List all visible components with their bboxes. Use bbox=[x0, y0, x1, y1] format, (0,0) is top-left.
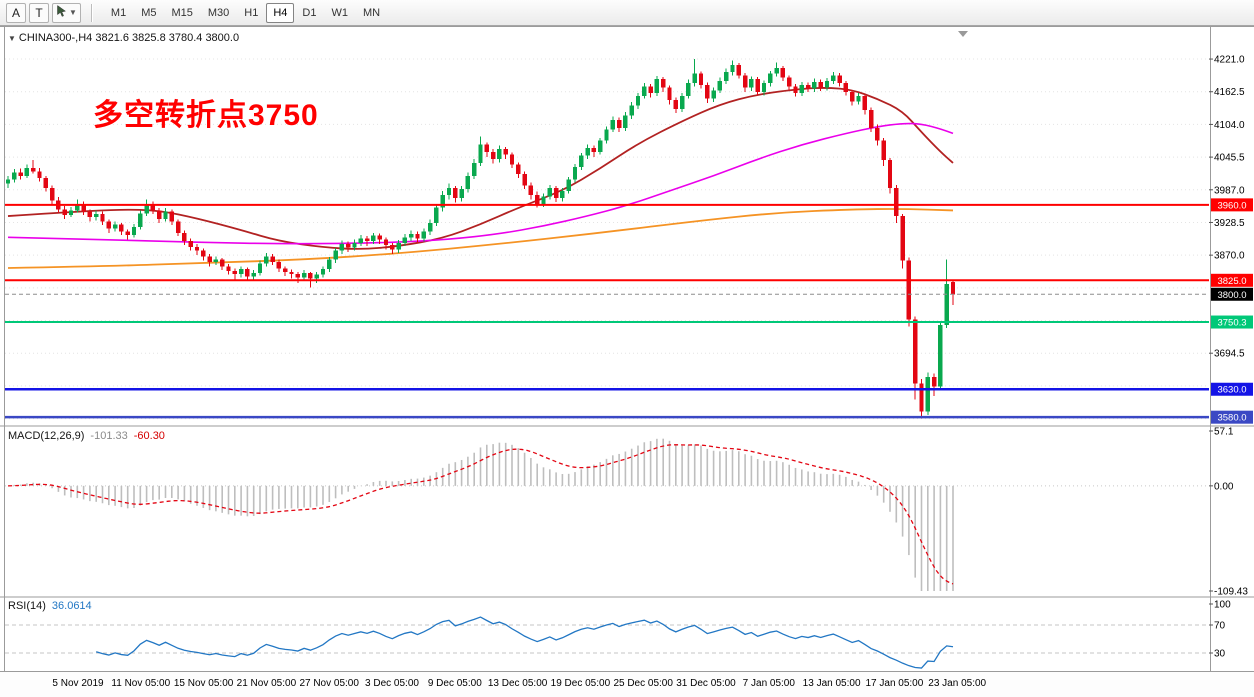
candles-layer bbox=[5, 59, 956, 419]
svg-text:3987.0: 3987.0 bbox=[1214, 185, 1245, 196]
svg-text:3580.0: 3580.0 bbox=[1217, 413, 1246, 424]
label-tool-button[interactable]: T bbox=[29, 2, 49, 23]
svg-text:3800.0: 3800.0 bbox=[1217, 290, 1246, 301]
current-price-marker: 3800.0 bbox=[5, 287, 1253, 301]
svg-text:3928.5: 3928.5 bbox=[1214, 218, 1245, 229]
svg-text:70: 70 bbox=[1214, 621, 1226, 632]
svg-text:3825.0: 3825.0 bbox=[1217, 276, 1246, 287]
macd-header: MACD(12,26,9) -101.33 -60.30 bbox=[8, 430, 165, 442]
svg-text:3750.3: 3750.3 bbox=[1217, 318, 1246, 329]
price-grid bbox=[5, 58, 1209, 420]
chart-annotation[interactable]: 多空转折点3750 bbox=[93, 99, 319, 132]
macd-name: MACD(12,26,9) bbox=[8, 430, 85, 442]
timeframe-button-m5[interactable]: M5 bbox=[134, 3, 163, 23]
time-label: 17 Jan 05:00 bbox=[865, 678, 924, 689]
svg-text:30: 30 bbox=[1214, 649, 1226, 660]
chart-symbol-header: ▼ CHINA300-,H4 3821.6 3825.8 3780.4 3800.… bbox=[8, 32, 239, 44]
ma-magenta-line bbox=[7, 122, 954, 245]
timeframe-button-m30[interactable]: M30 bbox=[201, 3, 236, 23]
toolbar-separator bbox=[90, 3, 92, 22]
ma-red-line bbox=[7, 87, 954, 250]
time-label: 9 Dec 05:00 bbox=[427, 678, 482, 689]
time-label: 23 Jan 05:00 bbox=[928, 678, 987, 689]
time-label: 13 Jan 05:00 bbox=[802, 678, 861, 689]
toolbar: A T ▼ M1 M5 M15 M30 H1 H4 D1 W1 MN bbox=[0, 0, 1254, 26]
svg-text:57.1: 57.1 bbox=[1214, 427, 1234, 438]
timeframe-button-d1[interactable]: D1 bbox=[295, 3, 323, 23]
timeframe-button-w1[interactable]: W1 bbox=[324, 3, 355, 23]
hline-3825.0[interactable]: 3825.0 bbox=[5, 273, 1253, 287]
collapse-triangle-icon[interactable]: ▼ bbox=[8, 34, 16, 43]
svg-text:3870.0: 3870.0 bbox=[1214, 251, 1245, 262]
rsi-panel[interactable]: 100 70 30 bbox=[5, 600, 1231, 669]
time-label: 15 Nov 05:00 bbox=[173, 678, 234, 689]
svg-text:3960.0: 3960.0 bbox=[1217, 200, 1246, 211]
timeframe-group: M1 M5 M15 M30 H1 H4 D1 W1 MN bbox=[104, 2, 387, 23]
chevron-down-icon: ▼ bbox=[69, 8, 77, 17]
timeframe-button-h1[interactable]: H1 bbox=[237, 3, 265, 23]
time-label: 3 Dec 05:00 bbox=[365, 678, 419, 689]
ma-orange-line bbox=[7, 208, 954, 269]
panel-frame bbox=[0, 26, 1254, 672]
time-label: 19 Dec 05:00 bbox=[550, 678, 611, 689]
time-label: 31 Dec 05:00 bbox=[676, 678, 736, 689]
svg-text:3630.0: 3630.0 bbox=[1217, 385, 1246, 396]
chart-shift-marker-icon[interactable] bbox=[958, 31, 968, 37]
time-label: 25 Dec 05:00 bbox=[613, 678, 673, 689]
cursor-tool-button[interactable]: ▼ bbox=[52, 2, 81, 23]
symbol-ohlc-text: CHINA300-,H4 3821.6 3825.8 3780.4 3800.0 bbox=[18, 32, 240, 44]
svg-text:0.00: 0.00 bbox=[1214, 481, 1234, 492]
svg-text:3694.5: 3694.5 bbox=[1214, 349, 1245, 360]
time-label: 7 Jan 05:00 bbox=[742, 678, 795, 689]
hline-3750.3[interactable]: 3750.3 bbox=[5, 315, 1253, 329]
text-tool-button[interactable]: A bbox=[6, 2, 26, 23]
macd-signal-value: -60.30 bbox=[133, 430, 165, 442]
time-axis[interactable]: 5 Nov 2019 11 Nov 05:00 15 Nov 05:00 21 Nov… bbox=[0, 672, 1254, 697]
svg-text:4221.0: 4221.0 bbox=[1214, 55, 1245, 66]
hline-3580.0[interactable]: 3580.0 bbox=[5, 410, 1253, 424]
timeframe-button-h4[interactable]: H4 bbox=[266, 2, 295, 23]
time-label: 11 Nov 05:00 bbox=[111, 678, 171, 689]
svg-text:4045.5: 4045.5 bbox=[1214, 153, 1245, 164]
rsi-value: 36.0614 bbox=[51, 600, 92, 612]
cursor-icon bbox=[56, 5, 67, 20]
timeframe-button-m1[interactable]: M1 bbox=[104, 3, 133, 23]
time-label: 5 Nov 2019 bbox=[52, 678, 104, 689]
rsi-header: RSI(14) 36.0614 bbox=[8, 600, 92, 612]
hline-3960.0[interactable]: 3960.0 bbox=[5, 198, 1253, 212]
svg-text:4162.5: 4162.5 bbox=[1214, 87, 1245, 98]
svg-text:4104.0: 4104.0 bbox=[1214, 120, 1245, 131]
price-axis[interactable]: 4221.0 4162.5 4104.0 4045.5 3987.0 3928.5 3870… bbox=[1209, 55, 1245, 360]
macd-panel[interactable]: 57.1 0.00 -109.43 bbox=[5, 427, 1248, 598]
svg-text:100: 100 bbox=[1214, 600, 1231, 611]
rsi-name: RSI(14) bbox=[8, 600, 46, 612]
macd-main-value: -101.33 bbox=[90, 430, 128, 442]
svg-text:-109.43: -109.43 bbox=[1214, 587, 1248, 598]
timeframe-button-m15[interactable]: M15 bbox=[164, 3, 199, 23]
hline-3630.0[interactable]: 3630.0 bbox=[5, 382, 1253, 396]
time-label: 13 Dec 05:00 bbox=[487, 678, 548, 689]
timeframe-button-mn[interactable]: MN bbox=[356, 3, 387, 23]
time-label: 21 Nov 05:00 bbox=[236, 678, 297, 689]
time-label: 27 Nov 05:00 bbox=[299, 678, 359, 689]
